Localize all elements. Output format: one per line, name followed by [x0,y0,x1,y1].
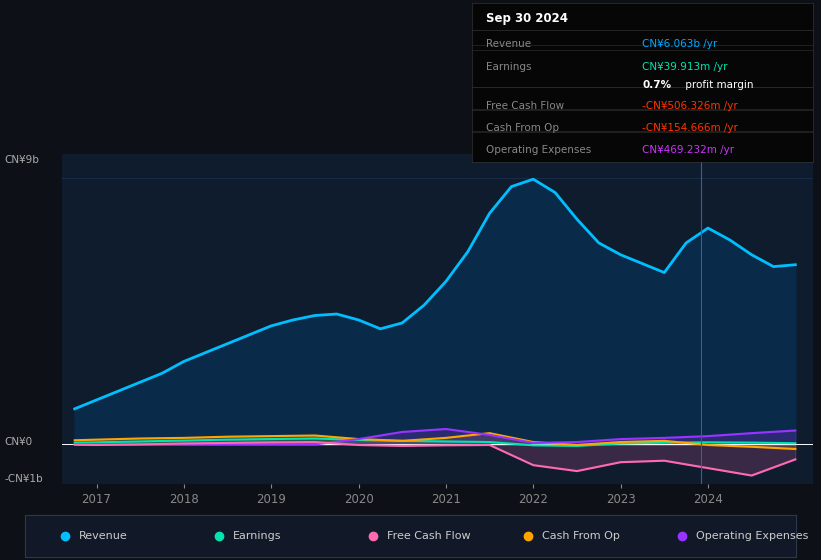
Text: CN¥6.063b /yr: CN¥6.063b /yr [643,39,718,49]
Text: 0.7%: 0.7% [643,80,672,90]
Text: Free Cash Flow: Free Cash Flow [486,101,564,111]
Text: Earnings: Earnings [233,531,282,541]
Text: Operating Expenses: Operating Expenses [486,146,591,156]
Text: Operating Expenses: Operating Expenses [696,531,809,541]
Text: Revenue: Revenue [486,39,531,49]
Text: Revenue: Revenue [79,531,127,541]
Text: CN¥0: CN¥0 [4,437,32,447]
Text: Cash From Op: Cash From Op [486,123,559,133]
Text: profit margin: profit margin [681,80,753,90]
Text: Sep 30 2024: Sep 30 2024 [486,12,567,25]
Text: -CN¥506.326m /yr: -CN¥506.326m /yr [643,101,738,111]
Text: CN¥9b: CN¥9b [4,155,39,165]
Text: Earnings: Earnings [486,62,531,72]
Text: CN¥469.232m /yr: CN¥469.232m /yr [643,146,735,156]
Text: CN¥39.913m /yr: CN¥39.913m /yr [643,62,728,72]
Text: Free Cash Flow: Free Cash Flow [388,531,471,541]
Text: Cash From Op: Cash From Op [542,531,620,541]
Text: -CN¥1b: -CN¥1b [4,474,43,483]
Text: -CN¥154.666m /yr: -CN¥154.666m /yr [643,123,738,133]
